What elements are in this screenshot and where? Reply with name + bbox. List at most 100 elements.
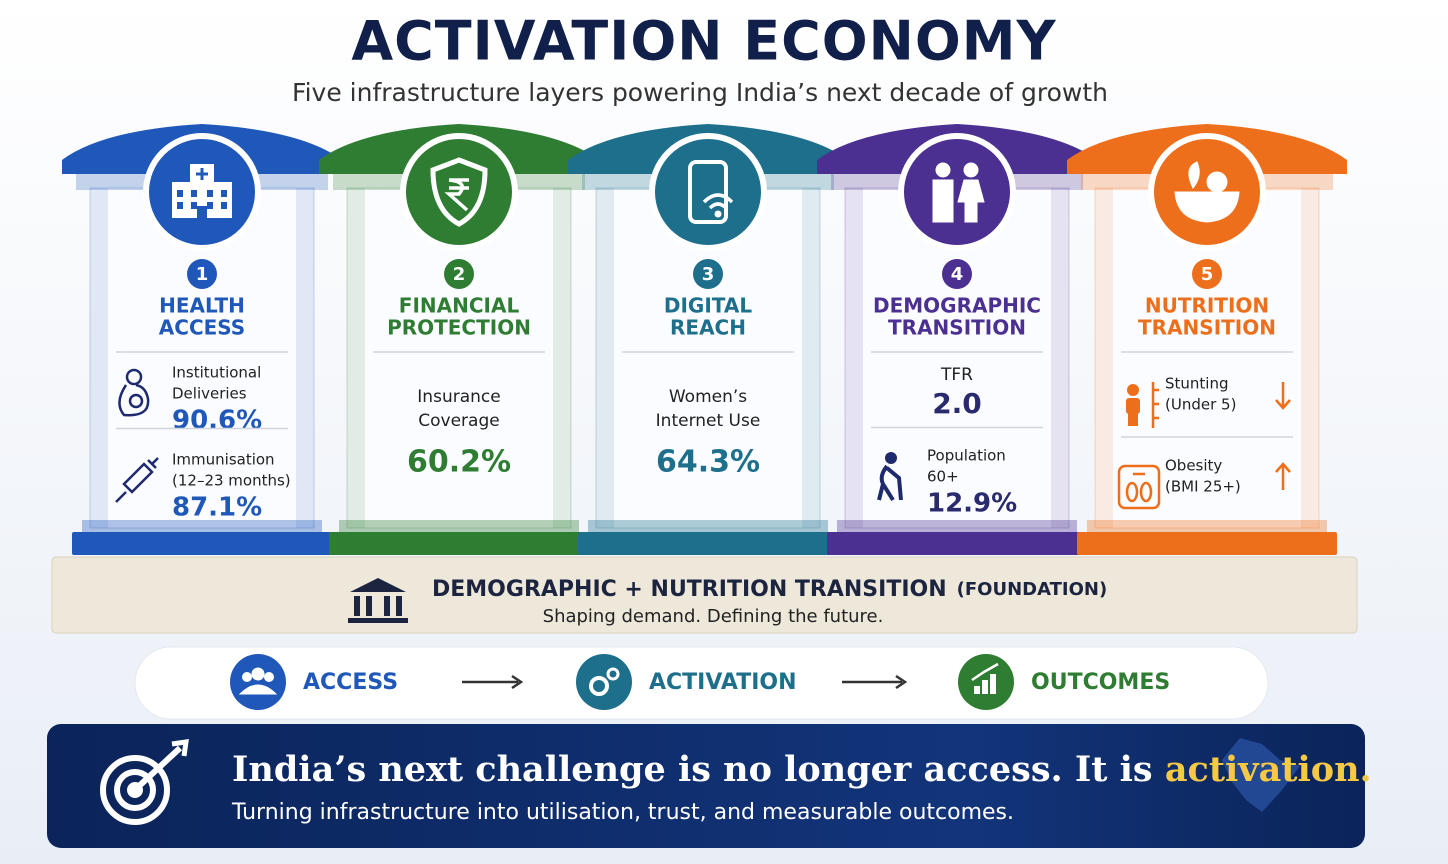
foundation-title-text: DEMOGRAPHIC + NUTRITION TRANSITION [432, 577, 947, 602]
pillar-title: FINANCIAL [399, 294, 520, 318]
glyph [688, 160, 728, 224]
metric-label: (Under 5) [1165, 396, 1236, 414]
pillar-flute [1051, 188, 1069, 528]
glyph [1117, 464, 1161, 510]
metric-label: Stunting [1165, 375, 1229, 393]
pillar-step [588, 520, 828, 532]
foundation-title: DEMOGRAPHIC + NUTRITION TRANSITION (FOUND… [432, 577, 1107, 602]
flow-label: OUTCOMES [1031, 670, 1170, 695]
metric-icon [1117, 464, 1161, 510]
trend-arrow [1275, 462, 1291, 490]
banner-subline: Turning infrastructure into utilisation,… [231, 800, 1014, 825]
pillar-number: 3 [702, 264, 715, 285]
metric-value: 2.0 [932, 387, 982, 420]
metric-label: Immunisation [172, 451, 275, 469]
glyph [221, 202, 227, 209]
glyph [197, 206, 207, 218]
glyph [118, 383, 150, 417]
pillar-flute [845, 188, 863, 528]
flow-arrow-head [511, 674, 524, 690]
pillar-icon [898, 133, 1016, 251]
title: ACTIVATION ECONOMY [351, 10, 1056, 73]
glyph [935, 162, 951, 178]
pillar-step [339, 520, 579, 532]
india-map [1222, 738, 1300, 812]
glyph [990, 674, 996, 694]
foundation-tag: (FOUNDATION) [957, 579, 1108, 600]
glyph [207, 190, 213, 197]
pillar-flute [296, 188, 314, 528]
glyph [128, 393, 144, 409]
glyph [702, 193, 734, 210]
glyph [221, 190, 227, 197]
flow-icon [230, 654, 286, 710]
metric-value: 87.1% [172, 493, 262, 523]
number-badge [942, 259, 972, 289]
glyph [115, 457, 159, 503]
pillar-flute [1095, 188, 1113, 528]
number-badge [187, 259, 217, 289]
glyph [963, 162, 979, 178]
pillar-base [1077, 532, 1337, 555]
glyph [1125, 481, 1139, 503]
pillar-step [1087, 520, 1327, 532]
pillar-base [329, 532, 589, 555]
pillar-title: TRANSITION [1138, 316, 1276, 340]
pillar-number: 2 [453, 264, 466, 285]
pillar-title: DIGITAL [664, 294, 752, 318]
pillar-flute [553, 188, 571, 528]
metric-label: Institutional [172, 364, 261, 382]
metric-label: (BMI 25+) [1165, 478, 1241, 496]
pillar-number: 5 [1201, 264, 1214, 285]
glyph [1206, 171, 1228, 193]
metric-label: Internet Use [656, 411, 761, 431]
metric-label: Coverage [418, 411, 499, 431]
metric-label: TFR [940, 365, 973, 385]
glyph [1126, 398, 1140, 414]
pillar-title: NUTRITION [1145, 294, 1269, 318]
pillar-step [82, 520, 322, 532]
metric-value: 64.3% [656, 445, 760, 480]
icon-glyph [172, 164, 232, 218]
number-badge [693, 259, 723, 289]
headline-text: India’s next challenge is no longer acce… [232, 749, 1165, 790]
glyph [430, 157, 488, 227]
target-icon [100, 739, 189, 825]
metric-icon [1126, 382, 1159, 428]
metric-icon [877, 452, 903, 502]
icon-glyph [932, 162, 985, 223]
number-badge [444, 259, 474, 289]
pillar-title: REACH [670, 316, 746, 340]
foundation: DEMOGRAPHIC + NUTRITION TRANSITION (FOUND… [51, 556, 1358, 634]
metric-label: Population [927, 447, 1006, 465]
glyph [251, 667, 265, 681]
pillar-step [837, 520, 1077, 532]
metric-icon [118, 368, 150, 417]
glyph [932, 179, 954, 223]
trend-arrow [1275, 382, 1291, 410]
pillar-title: HEALTH [159, 294, 245, 318]
metric-value: 12.9% [927, 489, 1017, 519]
pillar-title: ACCESS [159, 316, 245, 340]
flow-label: ACCESS [303, 670, 398, 695]
banner: India’s next challenge is no longer acce… [47, 724, 1372, 848]
glyph [196, 168, 208, 180]
pillar-base [578, 532, 838, 555]
pillar-flute [596, 188, 614, 528]
glyph [264, 672, 274, 682]
glyph [1174, 191, 1240, 223]
pillar-title: PROTECTION [387, 316, 531, 340]
metric-label: Deliveries [172, 385, 247, 403]
metric-label: (12–23 months) [172, 472, 291, 490]
glyph [1128, 412, 1138, 426]
icon-glyph [688, 160, 734, 224]
glyph [974, 686, 980, 694]
glyph [957, 179, 985, 223]
glyph [207, 202, 213, 209]
glyph [1188, 161, 1200, 189]
number-badge [1192, 259, 1222, 289]
